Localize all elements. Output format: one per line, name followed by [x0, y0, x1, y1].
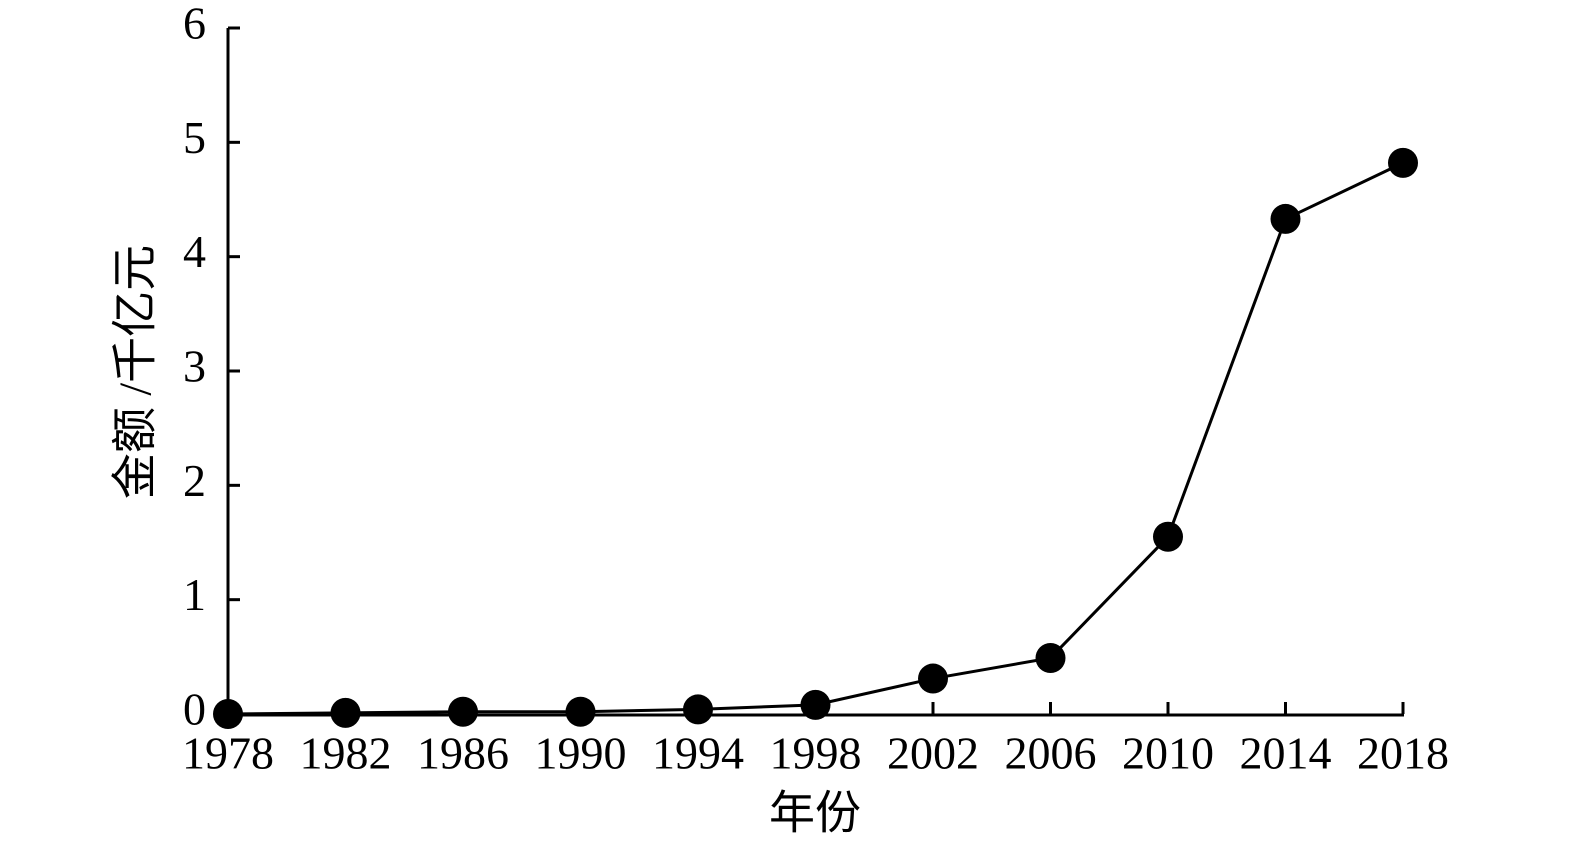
x-axis-label: 年份 [769, 788, 861, 839]
y-tick-label: 0 [183, 684, 206, 735]
x-tick-label: 1982 [300, 728, 392, 779]
x-tick-label: 1978 [182, 728, 274, 779]
x-tick-label: 2014 [1240, 728, 1332, 779]
x-tick-label: 2010 [1122, 728, 1214, 779]
x-tick-label: 2002 [887, 728, 979, 779]
y-tick-label: 1 [183, 569, 206, 620]
y-tick-label: 5 [183, 112, 206, 163]
point [1153, 521, 1183, 552]
point [565, 696, 596, 727]
x-tick-label: 2018 [1357, 728, 1449, 779]
x-tick-label: 1986 [417, 728, 509, 779]
y-tick-label: 4 [183, 226, 206, 277]
point [1388, 147, 1418, 178]
y-tick-label: 2 [183, 455, 206, 506]
x-tick-label: 1998 [770, 728, 862, 779]
point [330, 697, 361, 728]
y-axis-label: 金额 /千亿元 [110, 245, 161, 499]
x-tick-label: 1990 [535, 728, 627, 779]
point [213, 699, 243, 729]
point [800, 689, 831, 720]
y-tick-label: 6 [183, 0, 206, 49]
line [227, 161, 1404, 716]
y-tick-label: 3 [183, 341, 206, 392]
point [448, 696, 478, 727]
point [1270, 203, 1301, 234]
x-tick-label: 2006 [1005, 728, 1097, 779]
point [1035, 642, 1066, 673]
point [683, 694, 713, 725]
point [918, 663, 948, 694]
x-tick-label: 1994 [652, 728, 744, 779]
